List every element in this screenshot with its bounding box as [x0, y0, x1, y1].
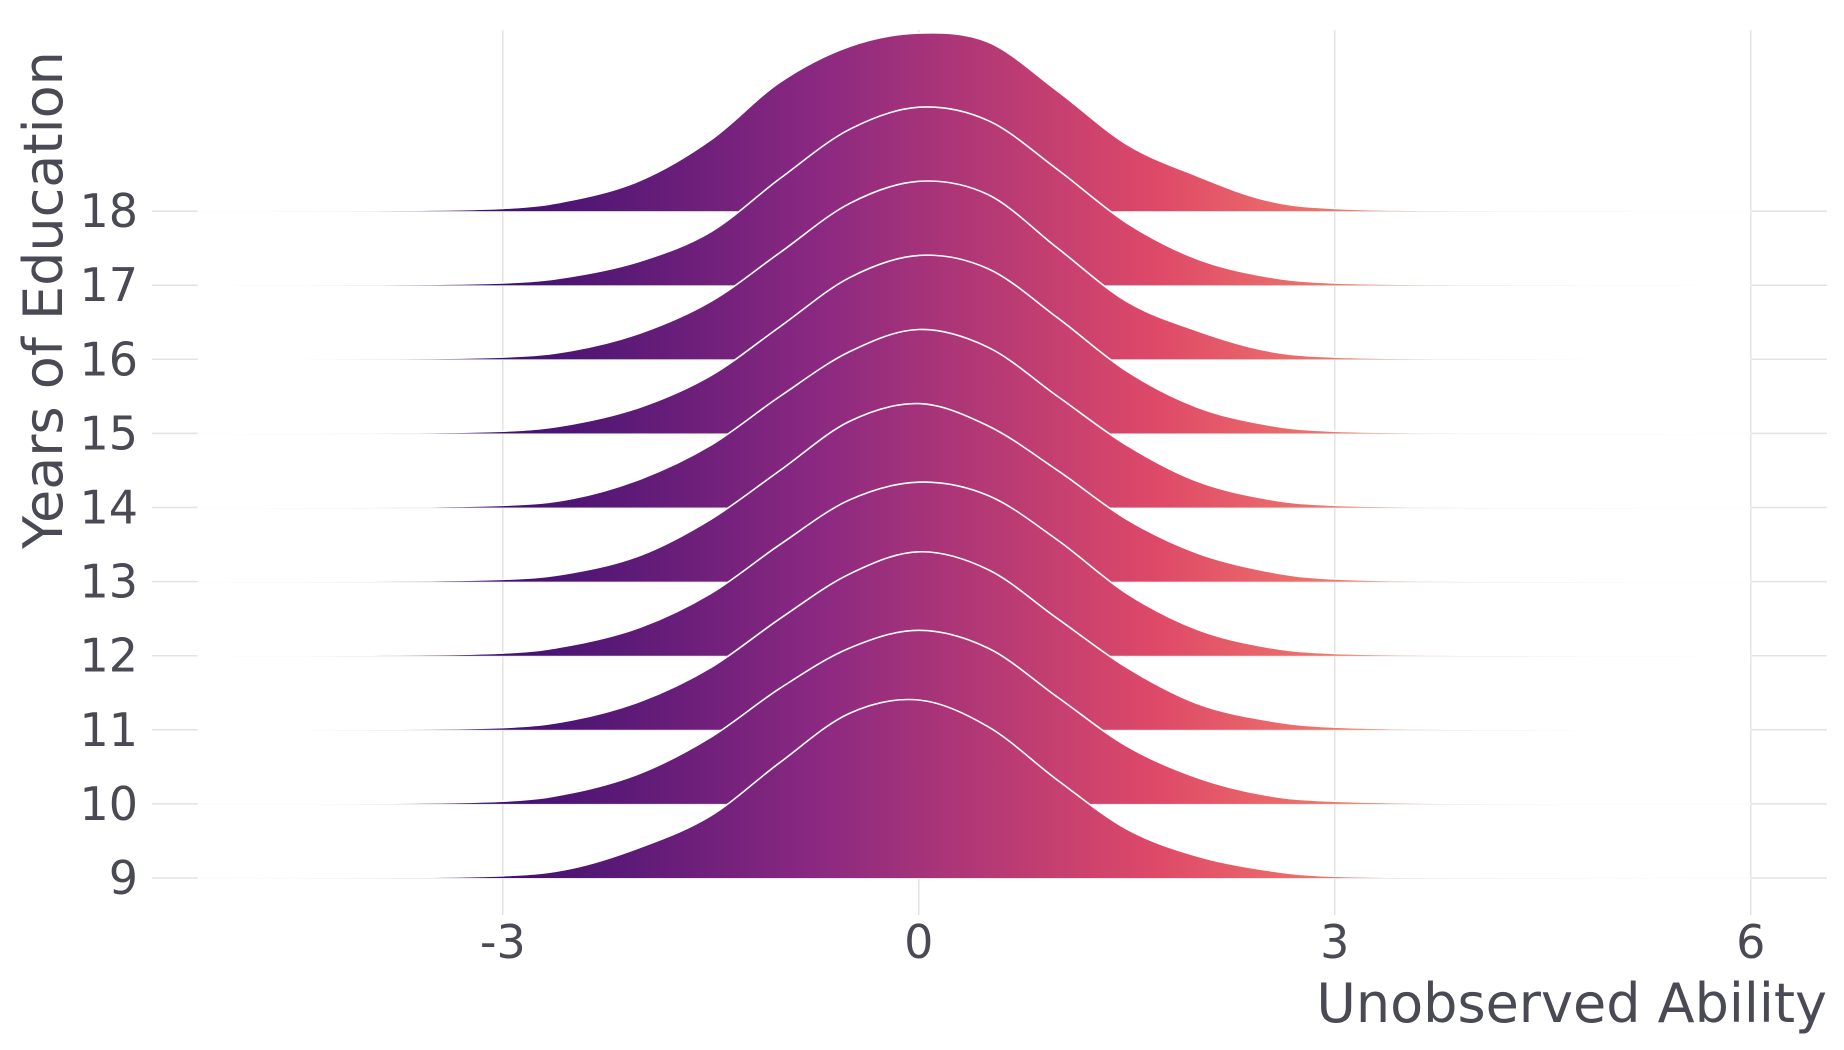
y-tick-label: 16 [79, 332, 138, 386]
y-tick-label: 9 [109, 851, 138, 905]
y-axis-title: Years of Education [12, 51, 75, 550]
ridge-area [197, 699, 1751, 878]
ridge-outline [197, 32, 1751, 212]
y-tick-label: 12 [79, 629, 138, 683]
ridge-outline [197, 328, 1751, 509]
y-tick-label: 17 [79, 258, 138, 312]
ridge-outline [197, 106, 1751, 286]
x-axis-title: Unobserved Ability [1316, 972, 1827, 1035]
ridge-outline [197, 550, 1751, 731]
y-tick-label: 10 [79, 777, 138, 831]
ridge-outline [197, 698, 1751, 879]
ridges [197, 32, 1751, 879]
x-tick-label: 6 [1736, 915, 1765, 969]
x-tick-label: 3 [1320, 915, 1349, 969]
y-tick-label: 13 [79, 555, 138, 609]
y-tick-label: 11 [79, 703, 138, 757]
labels: -3 0 3 6 9 10 11 12 13 14 15 16 17 18 [79, 184, 1765, 969]
x-tick-label: 0 [904, 915, 933, 969]
y-tick-label: 15 [79, 406, 138, 460]
ridge-outline [197, 629, 1751, 805]
ridge-outline [197, 254, 1751, 435]
ridge-area [197, 329, 1751, 508]
ridge-area [197, 630, 1751, 804]
ridge-area [197, 551, 1751, 730]
y-tick-label: 14 [79, 481, 138, 535]
ridge-outline [197, 402, 1751, 583]
ridge-outline [197, 180, 1751, 361]
x-tick-label: -3 [480, 915, 526, 969]
y-tick-label: 18 [79, 184, 138, 238]
ridge-outline [197, 481, 1751, 657]
